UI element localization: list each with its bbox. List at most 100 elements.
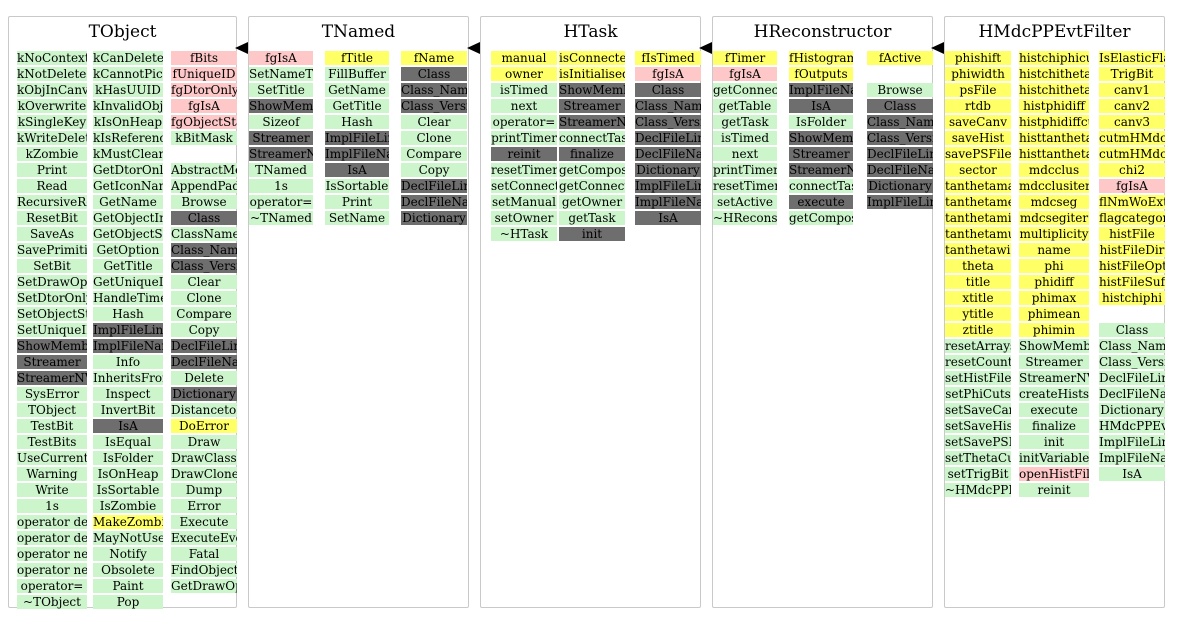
class-member: TestBit xyxy=(17,419,87,433)
class-member: kZombie xyxy=(17,147,87,161)
class-member: operator= xyxy=(491,115,557,129)
class-member: Class_Name xyxy=(1099,339,1165,353)
class-member: ShowMembers xyxy=(17,339,87,353)
class-member: saveHist xyxy=(945,131,1011,145)
class-member: SetTitle xyxy=(249,83,313,97)
class-member: printTimer xyxy=(491,131,557,145)
class-member: finalize xyxy=(1019,419,1089,433)
class-member: setSaveCanv xyxy=(945,403,1011,417)
class-member: SetBit xyxy=(17,259,87,273)
class-member: fName xyxy=(401,51,467,65)
class-member: theta xyxy=(945,259,1011,273)
class-member: fgIsA xyxy=(1099,179,1165,193)
class-member: IsOnHeap xyxy=(93,467,163,481)
class-box-hmdcppevtfilter: HMdcPPEvtFilter phishift phiwidth psFile rt… xyxy=(944,16,1165,608)
spacer xyxy=(171,147,237,161)
class-member: Delete xyxy=(171,371,237,385)
class-member: Obsolete xyxy=(93,563,163,577)
class-member: name xyxy=(1019,243,1089,257)
class-member: IsA xyxy=(1099,467,1165,481)
class-member: fUniqueID xyxy=(171,67,237,81)
class-member: kInvalidObject xyxy=(93,99,163,113)
class-member: kCanDelete xyxy=(93,51,163,65)
class-member: fHistograms xyxy=(789,51,853,65)
class-member: Clear xyxy=(171,275,237,289)
class-member: GetName xyxy=(325,83,389,97)
class-member: kOverwrite xyxy=(17,99,87,113)
class-member: execute xyxy=(789,195,853,209)
class-member: TrigBit xyxy=(1099,67,1165,81)
class-member: Class_Version xyxy=(867,131,933,145)
class-member: Class_Name xyxy=(635,99,701,113)
class-member: phidiff xyxy=(1019,275,1089,289)
class-member: mdcsegiter xyxy=(1019,211,1089,225)
class-member: histphidiffcut xyxy=(1019,115,1089,129)
class-member: GetTitle xyxy=(325,99,389,113)
class-member: setSaveHists xyxy=(945,419,1011,433)
class-member: ~TObject xyxy=(17,595,87,609)
class-member: StreamerNVirtual xyxy=(789,163,853,177)
spacer xyxy=(867,67,933,81)
class-member: connectTask xyxy=(789,179,853,193)
class-member: GetName xyxy=(93,195,163,209)
class-member: getTable xyxy=(713,99,777,113)
class-member: Streamer xyxy=(789,147,853,161)
class-member: next xyxy=(491,99,557,113)
class-member: Dictionary xyxy=(401,211,467,225)
class-member: ImplFileLine xyxy=(867,195,933,209)
class-member: ExecuteEvent xyxy=(171,531,237,545)
class-member: 1s xyxy=(249,179,313,193)
class-member: histFile xyxy=(1099,227,1165,241)
class-member: next xyxy=(713,147,777,161)
class-member: IsA xyxy=(789,99,853,113)
class-member: canv2 xyxy=(1099,99,1165,113)
class-member: IsA xyxy=(325,163,389,177)
inheritance-arrow xyxy=(699,42,712,54)
class-member: fgIsA xyxy=(171,99,237,113)
class-member: StreamerNVirtual xyxy=(17,371,87,385)
class-member: mdcseg xyxy=(1019,195,1089,209)
inheritance-arrow xyxy=(467,42,480,54)
class-member: SetObjectStat xyxy=(17,307,87,321)
class-member: flNmWoExt xyxy=(1099,195,1165,209)
class-member: ImplFileName xyxy=(789,83,853,97)
class-member: StreamerNVirtual xyxy=(559,115,625,129)
class-member: canv1 xyxy=(1099,83,1165,97)
class-member: setOwner xyxy=(491,211,557,225)
inheritance-arrow xyxy=(931,42,944,54)
class-member: histFileDir xyxy=(1099,243,1165,257)
class-member: kMustCleanup xyxy=(93,147,163,161)
class-member: Notify xyxy=(93,547,163,561)
class-member: DoError xyxy=(171,419,237,433)
class-member: Class_Version xyxy=(401,99,467,113)
class-member: setConnections xyxy=(491,179,557,193)
class-member: SetDrawOption xyxy=(17,275,87,289)
class-member: phishift xyxy=(945,51,1011,65)
class-member: Info xyxy=(93,355,163,369)
class-member: kBitMask xyxy=(171,131,237,145)
class-member: GetOption xyxy=(93,243,163,257)
spacer xyxy=(1099,307,1165,321)
class-member: kNotDeleted xyxy=(17,67,87,81)
class-member: fTitle xyxy=(325,51,389,65)
class-member: setThetaCuts xyxy=(945,451,1011,465)
class-member: DeclFileName xyxy=(635,147,701,161)
class-member: setActive xyxy=(713,195,777,209)
class-member: Print xyxy=(17,163,87,177)
class-member: GetObjectStat xyxy=(93,227,163,241)
class-member: resetArrays xyxy=(945,339,1011,353)
class-member: Write xyxy=(17,483,87,497)
class-member: tanthetamean xyxy=(945,195,1011,209)
class-member: DrawClone xyxy=(171,467,237,481)
class-member: StreamerNVirtual xyxy=(1019,371,1089,385)
class-member: initVariables xyxy=(1019,451,1089,465)
class-member: Execute xyxy=(171,515,237,529)
class-member: GetUniqueID xyxy=(93,275,163,289)
class-member: histchiphicut xyxy=(1019,51,1089,65)
class-member: ImplFileName xyxy=(93,339,163,353)
class-member: kCannotPick xyxy=(93,67,163,81)
class-member: phi xyxy=(1019,259,1089,273)
class-member: getTask xyxy=(559,211,625,225)
class-member: phimax xyxy=(1019,291,1089,305)
class-member: SetDtorOnly xyxy=(17,291,87,305)
